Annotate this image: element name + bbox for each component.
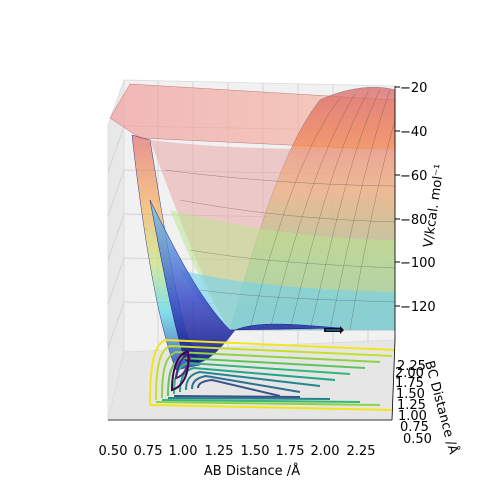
- z-axis-ticks: −20 −40 −60 −80 −100 −120: [395, 81, 436, 315]
- y-tick-label: 0.50: [403, 432, 432, 447]
- contour-projection: [149, 338, 396, 411]
- y-tick-label: 0.75: [400, 420, 429, 435]
- surface-valley: [149, 199, 341, 364]
- x-tick-label: 2.25: [347, 444, 376, 459]
- z-tick-label: −60: [400, 169, 427, 184]
- z-tick-label: −40: [400, 125, 427, 140]
- energy-surface: [109, 83, 396, 371]
- x-tick-label: 1.00: [169, 444, 198, 459]
- z-tick-label: −120: [400, 300, 436, 315]
- x-tick-label: 1.75: [276, 444, 305, 459]
- z-tick-label: −20: [400, 81, 427, 96]
- x-tick-label: 0.75: [134, 444, 163, 459]
- surface-low-band: [180, 270, 395, 330]
- y-tick-label: 2.25: [397, 359, 426, 374]
- y-tick-label: 2.00: [395, 366, 424, 381]
- z-tick-label: −80: [400, 213, 427, 228]
- y-tick-label: 1.00: [398, 409, 427, 424]
- x-axis-label: AB Distance /Å: [204, 463, 300, 479]
- x-tick-label: 1.25: [205, 444, 234, 459]
- x-tick-label: 2.00: [311, 444, 340, 459]
- axis-lines: [108, 86, 396, 421]
- y-tick-label: 1.50: [396, 387, 425, 402]
- trajectory-arrow: [324, 326, 344, 334]
- x-axis-ticks: 0.50 0.75 1.00 1.25 1.50 1.75 2.00 2.25: [99, 444, 376, 459]
- y-tick-label: 1.25: [397, 398, 426, 413]
- y-tick-label: 1.75: [395, 376, 424, 391]
- x-tick-label: 1.50: [241, 444, 270, 459]
- z-tick-label: −100: [400, 256, 436, 271]
- x-tick-label: 0.50: [99, 444, 128, 459]
- y-axis-ticks: 0.50 0.75 1.00 1.25 1.50 1.75 2.00 2.25: [395, 359, 432, 447]
